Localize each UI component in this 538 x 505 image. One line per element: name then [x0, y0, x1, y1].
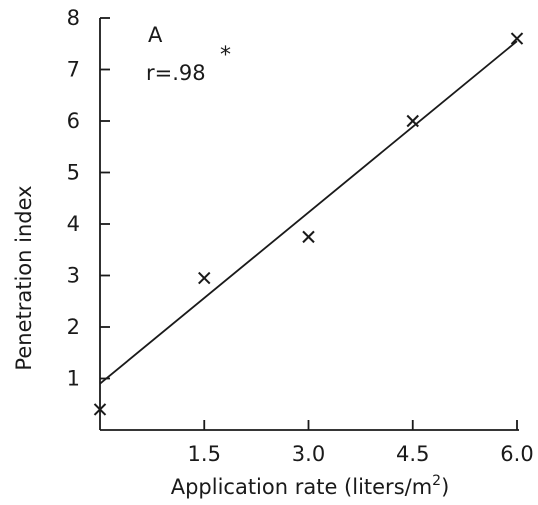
y-tick-label: 7	[67, 58, 80, 82]
significance-mark: *	[220, 43, 231, 68]
data-point-stroke	[406, 114, 419, 128]
data-point	[406, 114, 419, 128]
x-axis-label-main: Application rate (liters/m	[171, 475, 432, 499]
x-tick-label: 4.5	[396, 442, 429, 466]
y-tick-label: 1	[67, 367, 80, 391]
x-tick-label: 3.0	[292, 442, 325, 466]
y-tick-label: 6	[67, 109, 80, 133]
data-point-stroke	[198, 271, 211, 285]
correlation-annotation: r=.98	[146, 61, 206, 85]
data-point	[302, 230, 315, 244]
regression-line-group	[99, 40, 518, 385]
data-point	[198, 271, 211, 285]
x-axis-ticks: 1.5 3.0 4.5 6.0	[188, 420, 534, 466]
data-point-stroke	[510, 32, 524, 45]
x-axis-label-superscript: 2	[432, 473, 441, 489]
y-axis-ticks: 1 2 3 4 5 6 7 8	[67, 6, 110, 391]
panel-label: A	[148, 23, 163, 47]
regression-line	[99, 40, 518, 385]
x-axis-label-suffix: )	[441, 475, 449, 499]
y-tick-label: 8	[67, 6, 80, 30]
x-tick-label: 6.0	[500, 442, 533, 466]
y-tick-label: 3	[67, 264, 80, 288]
x-tick-label: 1.5	[188, 442, 221, 466]
data-point	[510, 32, 524, 45]
data-points	[93, 32, 524, 416]
y-axis-label: Penetration index	[12, 185, 36, 370]
x-axis-label: Application rate (liters/m2)	[171, 473, 450, 499]
data-point-stroke	[302, 230, 315, 244]
y-tick-label: 4	[67, 212, 80, 236]
data-point-stroke	[93, 403, 107, 416]
y-tick-label: 5	[67, 161, 80, 185]
data-point	[93, 403, 107, 416]
y-tick-label: 2	[67, 315, 80, 339]
